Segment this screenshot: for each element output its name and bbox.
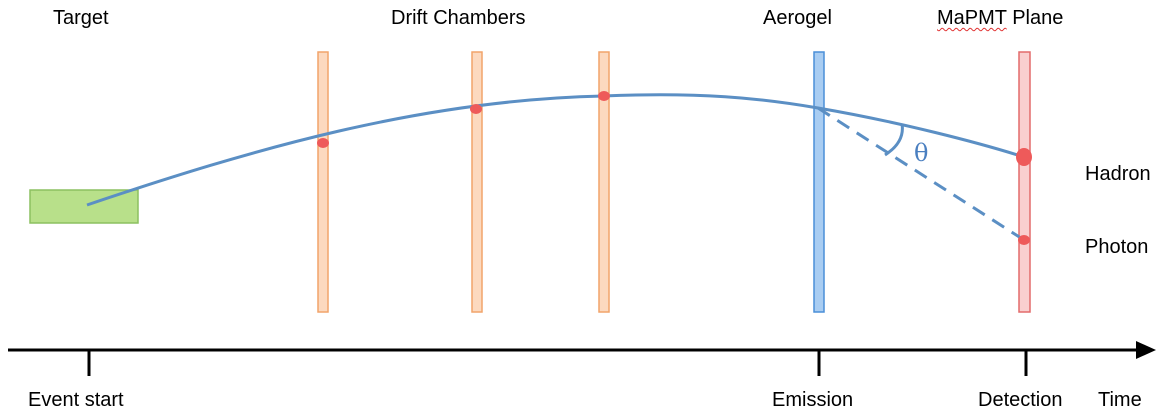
label-target: Target bbox=[53, 7, 109, 29]
drift-chamber-plane-1 bbox=[317, 51, 329, 313]
label-mapmt-plane: MaPMT Plane bbox=[937, 8, 1063, 28]
hit-point-drift-1 bbox=[317, 138, 329, 148]
hit-point-drift-3 bbox=[598, 91, 610, 101]
time-axis-arrowhead bbox=[1136, 341, 1156, 359]
label-hadron: Hadron bbox=[1085, 163, 1151, 185]
cherenkov-angle-arc bbox=[884, 123, 904, 157]
hadron-track bbox=[86, 93, 1025, 207]
label-mapmt-word: MaPMT bbox=[937, 7, 1007, 29]
aerogel-plane bbox=[813, 51, 825, 313]
hit-point-drift-2 bbox=[470, 104, 482, 114]
label-aerogel: Aerogel bbox=[763, 7, 832, 29]
photon-track bbox=[817, 106, 1025, 242]
label-theta: θ bbox=[914, 139, 929, 167]
label-drift-chambers: Drift Chambers bbox=[391, 7, 526, 29]
hit-point-hadron bbox=[1016, 148, 1032, 166]
mapmt-plane bbox=[1018, 51, 1031, 313]
hit-point-photon bbox=[1018, 235, 1030, 245]
tick-label-event-start: Event start bbox=[28, 389, 124, 411]
tick-label-emission: Emission bbox=[772, 389, 854, 411]
label-photon: Photon bbox=[1085, 236, 1149, 258]
time-axis-label: Time bbox=[1098, 389, 1142, 411]
label-plane-word: Plane bbox=[1006, 7, 1064, 29]
tick-label-detection: Detection bbox=[978, 389, 1063, 411]
drift-chamber-plane-3 bbox=[598, 51, 610, 313]
drift-chamber-plane-2 bbox=[471, 51, 483, 313]
